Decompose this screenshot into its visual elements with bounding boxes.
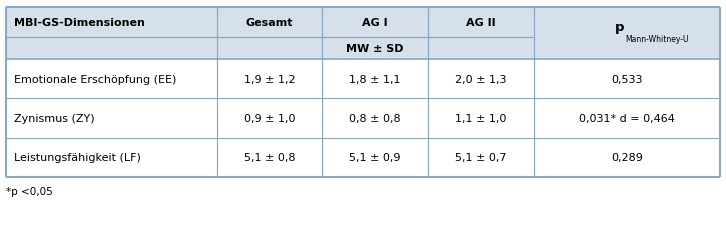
Text: p: p — [616, 21, 625, 34]
Bar — [6, 60, 720, 99]
Text: AG II: AG II — [466, 18, 496, 28]
Text: 5,1 ± 0,8: 5,1 ± 0,8 — [244, 153, 295, 163]
Text: 5,1 ± 0,7: 5,1 ± 0,7 — [455, 153, 507, 163]
Text: 0,9 ± 1,0: 0,9 ± 1,0 — [244, 113, 295, 124]
Text: 1,1 ± 1,0: 1,1 ± 1,0 — [455, 113, 507, 124]
Text: 5,1 ± 0,9: 5,1 ± 0,9 — [349, 153, 401, 163]
Text: Leistungsfähigkeit (LF): Leistungsfähigkeit (LF) — [14, 153, 141, 163]
Text: 2,0 ± 1,3: 2,0 ± 1,3 — [455, 74, 507, 84]
Text: 1,8 ± 1,1: 1,8 ± 1,1 — [349, 74, 401, 84]
Text: 0,8 ± 0,8: 0,8 ± 0,8 — [349, 113, 401, 124]
Text: Mann-Whitney-U: Mann-Whitney-U — [625, 35, 688, 44]
Text: AG I: AG I — [362, 18, 388, 28]
Text: 1,9 ± 1,2: 1,9 ± 1,2 — [244, 74, 295, 84]
Bar — [6, 99, 720, 138]
Text: 0,533: 0,533 — [611, 74, 643, 84]
Text: Emotionale Erschöpfung (EE): Emotionale Erschöpfung (EE) — [14, 74, 176, 84]
Bar — [6, 8, 720, 38]
Text: MW ± SD: MW ± SD — [346, 44, 404, 54]
Text: MBI-GS-Dimensionen: MBI-GS-Dimensionen — [14, 18, 145, 28]
Text: Gesamt: Gesamt — [245, 18, 293, 28]
Text: 0,289: 0,289 — [611, 153, 643, 163]
Text: Zynismus (ZY): Zynismus (ZY) — [14, 113, 94, 124]
Bar — [6, 138, 720, 177]
Text: 0,031* d = 0,464: 0,031* d = 0,464 — [579, 113, 674, 124]
Bar — [6, 38, 720, 60]
Text: *p <0,05: *p <0,05 — [6, 186, 53, 196]
